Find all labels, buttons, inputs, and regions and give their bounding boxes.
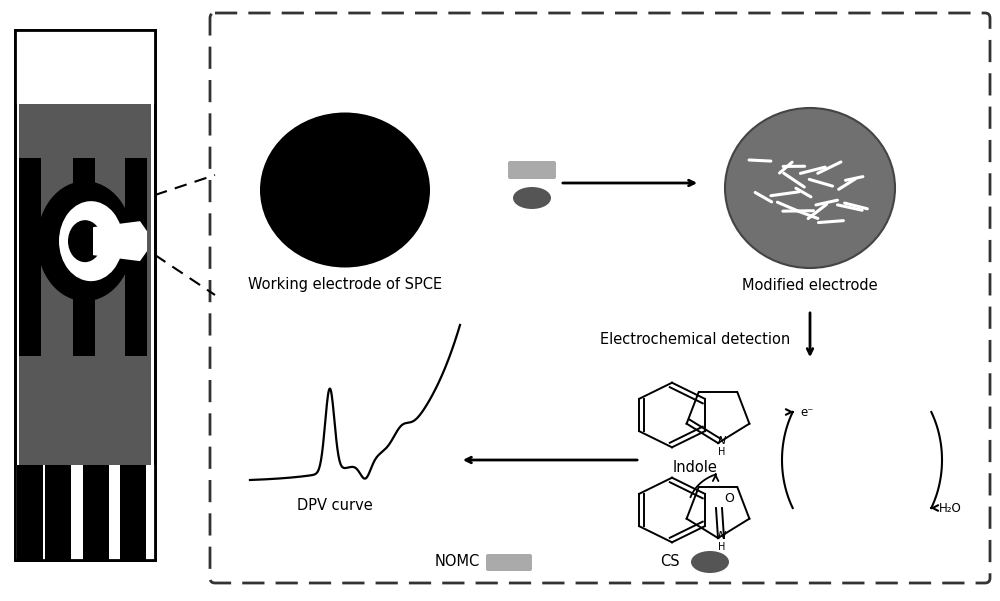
Text: DPV curve: DPV curve bbox=[297, 498, 373, 513]
Text: CS: CS bbox=[660, 555, 680, 570]
Text: Modified electrode: Modified electrode bbox=[742, 278, 878, 293]
Text: H: H bbox=[718, 447, 726, 457]
Text: e⁻: e⁻ bbox=[801, 406, 814, 418]
Text: Electrochemical detection: Electrochemical detection bbox=[600, 332, 790, 347]
Text: Indole: Indole bbox=[673, 460, 717, 475]
Text: N: N bbox=[718, 436, 726, 446]
Text: O: O bbox=[724, 492, 734, 505]
Bar bbox=[15, 30, 155, 560]
Bar bbox=[45, 465, 71, 560]
FancyBboxPatch shape bbox=[508, 161, 556, 179]
Bar bbox=[19, 104, 151, 465]
Bar bbox=[15, 30, 155, 560]
Bar bbox=[125, 158, 147, 356]
Bar bbox=[19, 158, 41, 356]
Text: N: N bbox=[718, 531, 726, 541]
Ellipse shape bbox=[513, 187, 551, 209]
Bar bbox=[120, 465, 146, 560]
Polygon shape bbox=[93, 221, 147, 261]
Ellipse shape bbox=[260, 112, 430, 267]
Ellipse shape bbox=[59, 201, 123, 281]
Bar bbox=[73, 158, 95, 356]
Text: H: H bbox=[718, 542, 726, 552]
Text: H₂O: H₂O bbox=[939, 501, 962, 514]
FancyBboxPatch shape bbox=[486, 554, 532, 571]
Bar bbox=[17, 465, 43, 560]
Bar bbox=[15, 465, 155, 560]
Ellipse shape bbox=[691, 551, 729, 573]
Text: NOMC: NOMC bbox=[435, 555, 480, 570]
Ellipse shape bbox=[68, 220, 102, 262]
Bar bbox=[15, 30, 155, 104]
Ellipse shape bbox=[725, 108, 895, 268]
Text: Working electrode of SPCE: Working electrode of SPCE bbox=[248, 278, 442, 293]
Bar bbox=[83, 465, 109, 560]
Ellipse shape bbox=[37, 181, 133, 301]
